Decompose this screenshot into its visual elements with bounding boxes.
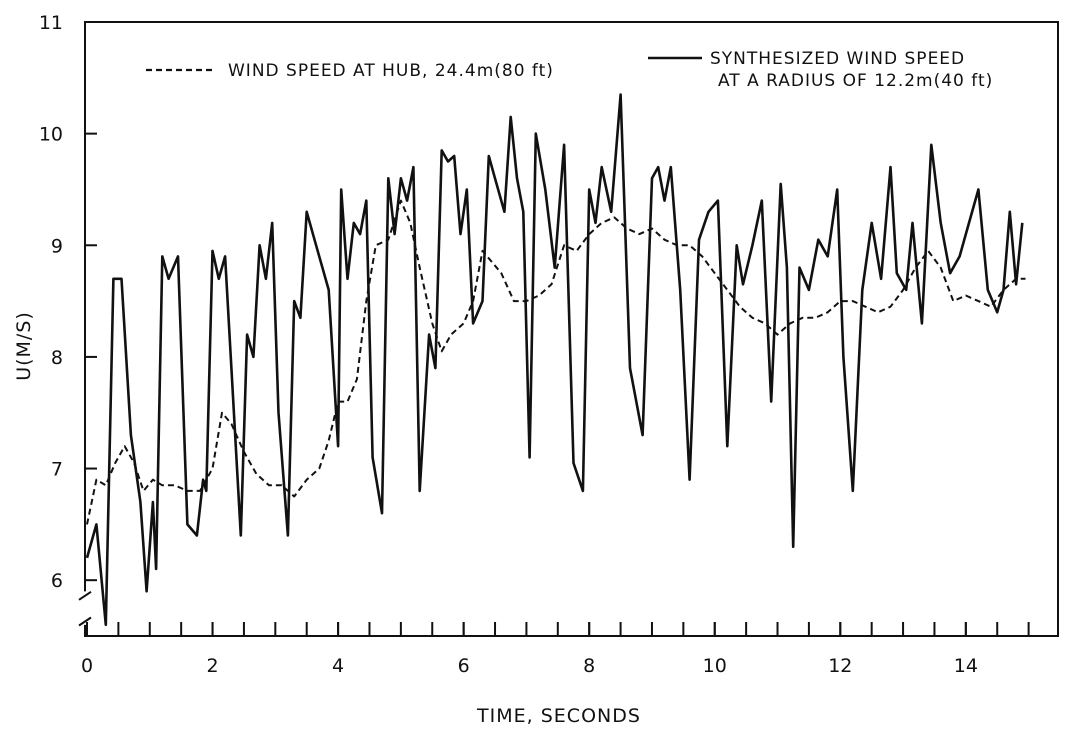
x-tick-label: 6: [458, 655, 470, 677]
plot-frame: [84, 21, 1059, 637]
axes: [78, 21, 1059, 637]
y-tick-label: 6: [51, 570, 63, 592]
x-tick-label: 10: [703, 655, 727, 677]
y-tick-label: 7: [51, 459, 63, 481]
y-tick-label: 10: [39, 124, 63, 146]
y-axis-ticks: 6 7 8 9 10 11: [39, 12, 97, 592]
y-axis-title: U(M/S): [13, 311, 35, 381]
y-tick-label: 8: [51, 347, 63, 369]
x-tick-label: 8: [583, 655, 595, 677]
series-line-hub: [86, 199, 1026, 525]
y-tick-label: 11: [39, 12, 63, 34]
y-axis-break-mark: [78, 616, 92, 627]
x-tick-label: 0: [81, 655, 93, 677]
x-tick-label: 14: [954, 655, 978, 677]
x-axis-ticks: 0 2 4 6 8 10 12 14: [81, 622, 1030, 677]
legend-label-hub: WIND SPEED AT HUB, 24.4m(80 ft): [228, 61, 554, 81]
legend: WIND SPEED AT HUB, 24.4m(80 ft) SYNTHESI…: [146, 49, 993, 91]
series-line-synthesized: [85, 93, 1024, 627]
x-tick-label: 12: [828, 655, 852, 677]
x-tick-label: 4: [332, 655, 344, 677]
y-tick-label: 9: [51, 235, 63, 257]
legend-label-synthesized: SYNTHESIZED WIND SPEED AT A RADIUS OF 12.…: [710, 49, 993, 91]
x-tick-label: 2: [207, 655, 219, 677]
series-lines: [85, 93, 1026, 627]
x-axis-title: TIME, SECONDS: [476, 705, 641, 727]
y-axis-break-mark: [78, 590, 92, 601]
